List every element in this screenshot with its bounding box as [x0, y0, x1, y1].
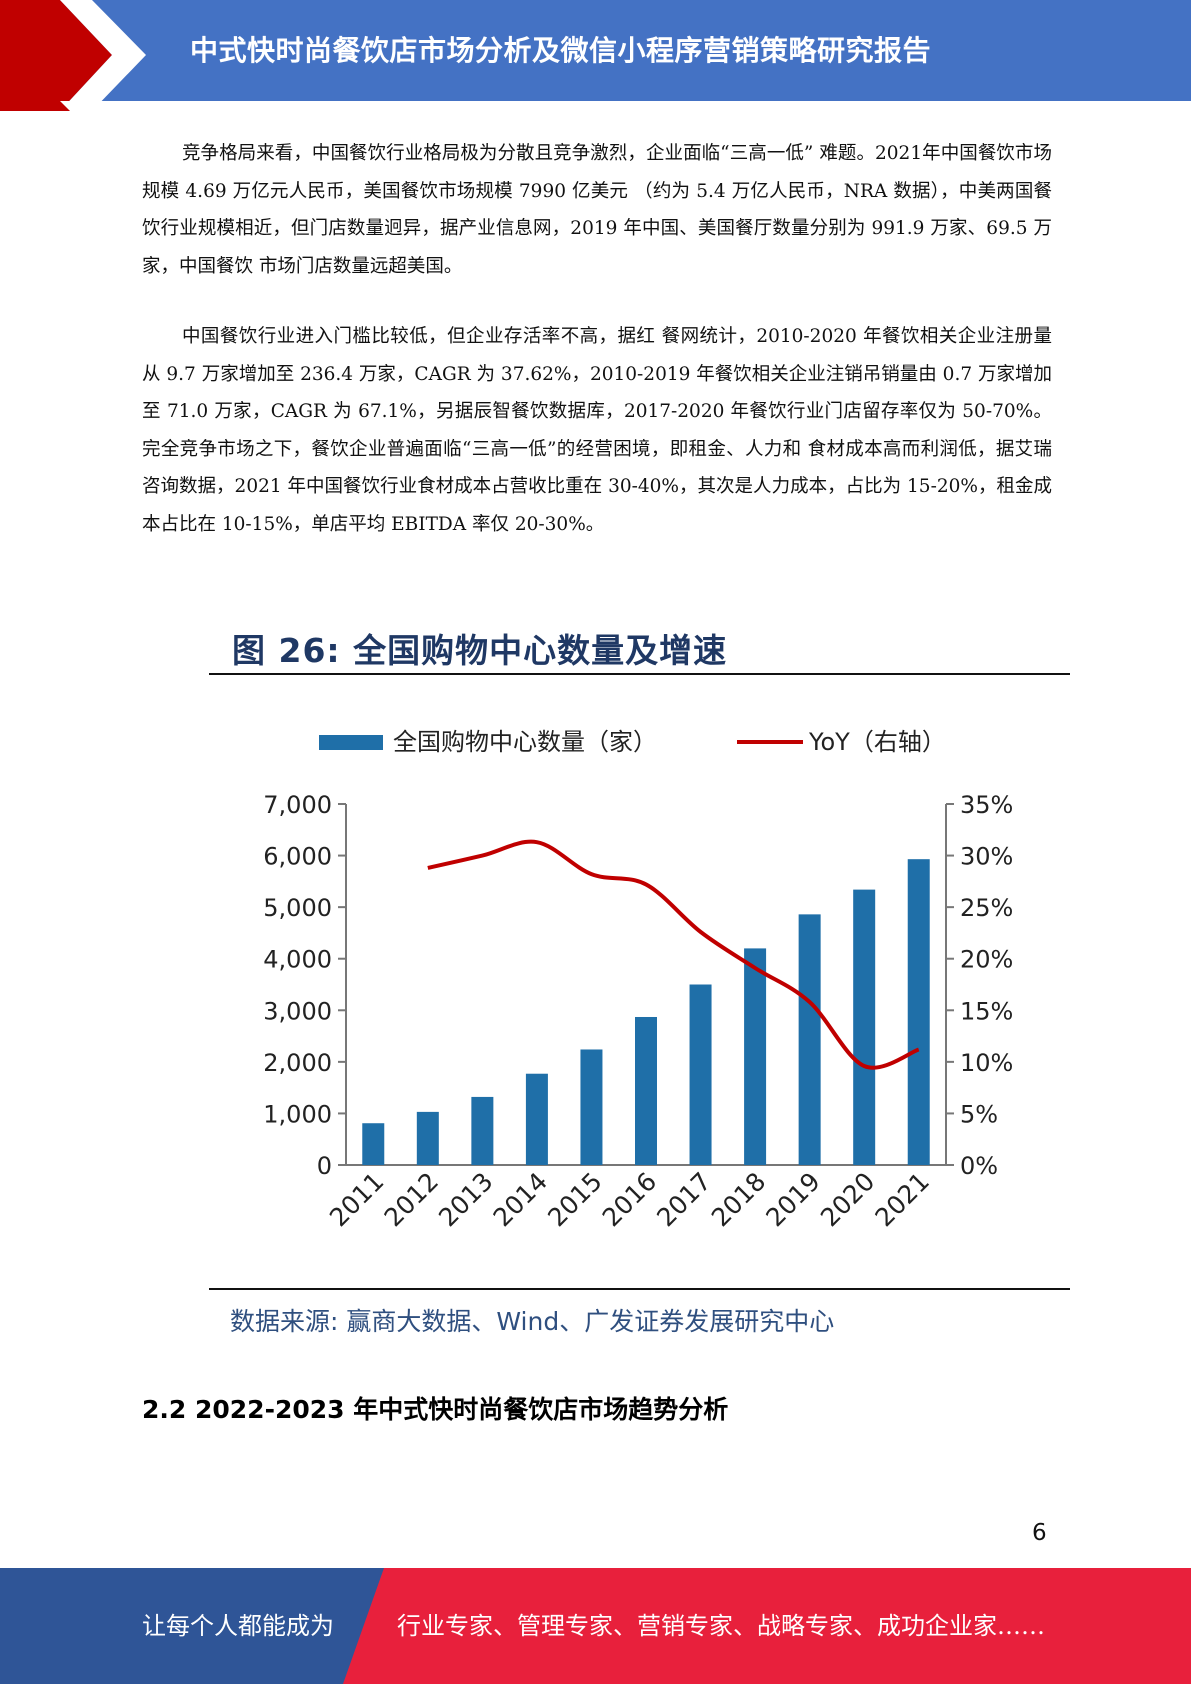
chart-yoy-line	[427, 839, 920, 1070]
chart-bars	[362, 859, 930, 1165]
bar-2020	[853, 889, 876, 1165]
header-red-corner	[0, 101, 70, 111]
right-axis-tick-label: 5%	[960, 1100, 998, 1128]
bar-2018	[744, 948, 767, 1165]
bar-2011	[362, 1123, 385, 1165]
body-paragraph-2: 中国餐饮行业进入门槛比较低，但企业存活率不高，据红 餐网统计，2010-2020…	[142, 326, 1052, 535]
figure-bottom-rule	[209, 1288, 1070, 1290]
body-paragraph-1: 竞争格局来看，中国餐饮行业格局极为分散且竞争激烈，企业面临“三高一低” 难题。2…	[142, 143, 1052, 277]
x-axis-label-2013: 2013	[433, 1167, 498, 1232]
footer-background	[0, 1568, 1191, 1684]
footer-slogan-right: 行业专家、管理专家、营销专家、战略专家、成功企业家……	[397, 1612, 1045, 1640]
bar-2014	[525, 1073, 548, 1165]
left-axis-tick-label: 5,000	[263, 894, 332, 922]
right-axis-tick-label: 35%	[960, 791, 1013, 819]
page-footer: 让每个人都能成为 行业专家、管理专家、营销专家、战略专家、成功企业家……	[0, 1568, 1191, 1684]
left-axis-tick-label: 6,000	[263, 843, 332, 871]
x-axis-label-2020: 2020	[815, 1167, 880, 1232]
bar-2016	[635, 1016, 657, 1165]
figure-top-rule	[209, 673, 1070, 675]
x-axis-label-2018: 2018	[706, 1167, 771, 1232]
right-axis-tick-label: 30%	[960, 843, 1013, 871]
legend-bar-swatch	[319, 735, 383, 750]
x-axis-label-2014: 2014	[488, 1167, 553, 1232]
right-axis-tick-label: 15%	[960, 997, 1013, 1025]
bar-2019	[798, 914, 821, 1165]
chart-axes: 0 1,000 2,000 3,000 4,000 5,000 6,000 7,000 0% 5%…	[263, 791, 1013, 1180]
bar-2013	[471, 1096, 494, 1165]
bar-2015	[580, 1049, 603, 1165]
header-bottom-gap	[0, 101, 1191, 111]
left-axis-tick-label: 1,000	[263, 1100, 332, 1128]
page-number: 6	[1032, 1520, 1047, 1546]
x-axis-label-2011: 2011	[324, 1167, 389, 1232]
x-axis-label-2019: 2019	[760, 1167, 825, 1232]
section-heading: 2.2 2022-2023 年中式快时尚餐饮店市场趋势分析	[142, 1395, 729, 1424]
chart-x-labels: 2011201220132014201520162017201820192020…	[324, 1167, 935, 1232]
header-white-chevron	[60, 0, 146, 111]
footer-left-band	[0, 1568, 384, 1684]
left-axis-tick-label: 0	[317, 1152, 332, 1180]
right-axis-tick-label: 0%	[960, 1152, 998, 1180]
left-axis-tick-label: 4,000	[263, 946, 332, 974]
bar-2012	[416, 1111, 439, 1165]
right-axis-tick-label: 10%	[960, 1049, 1013, 1077]
footer-slogan-left: 让每个人都能成为	[142, 1612, 334, 1640]
bar-2021	[907, 859, 930, 1165]
yoy-line-path	[427, 839, 920, 1070]
legend-line-label: YoY（右轴）	[808, 728, 946, 756]
right-axis-tick-label: 25%	[960, 894, 1013, 922]
x-axis-label-2021: 2021	[869, 1167, 934, 1232]
x-axis-label-2016: 2016	[597, 1167, 662, 1232]
chart-legend: 全国购物中心数量（家） YoY（右轴）	[319, 728, 946, 756]
x-axis-label-2017: 2017	[651, 1167, 716, 1232]
bar-2017	[689, 984, 712, 1165]
header-arrow-decoration	[0, 0, 1191, 111]
shopping-center-chart: 全国购物中心数量（家） YoY（右轴） 0 1,000 2,000 3,000 4,00…	[263, 728, 1013, 1232]
left-axis-tick-label: 7,000	[263, 791, 332, 819]
left-axis-tick-label: 2,000	[263, 1049, 332, 1077]
x-axis-label-2015: 2015	[542, 1167, 607, 1232]
legend-bar-label: 全国购物中心数量（家）	[393, 728, 657, 756]
figure-source: 数据来源: 赢商大数据、Wind、广发证券发展研究中心	[230, 1307, 835, 1336]
figure-title: 图 26: 全国购物中心数量及增速	[232, 631, 728, 670]
right-axis-tick-label: 20%	[960, 946, 1013, 974]
header-title: 中式快时尚餐饮店市场分析及微信小程序营销策略研究报告	[190, 34, 932, 67]
x-axis-label-2012: 2012	[379, 1167, 444, 1232]
header-red-arrow	[0, 0, 112, 111]
page-header: 中式快时尚餐饮店市场分析及微信小程序营销策略研究报告	[0, 0, 1191, 111]
left-axis-tick-label: 3,000	[263, 997, 332, 1025]
